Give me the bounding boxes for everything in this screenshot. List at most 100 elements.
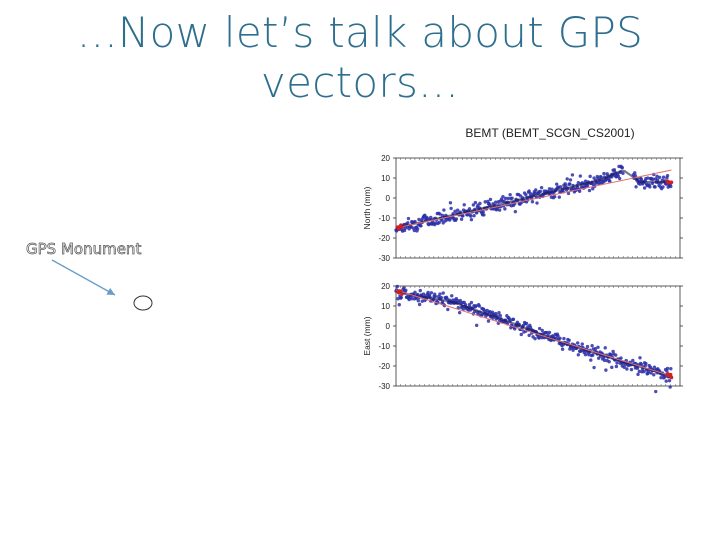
north-data-point [612, 168, 617, 172]
north-data-point [538, 189, 542, 194]
east-data-point [639, 362, 644, 367]
north-data-point [617, 176, 622, 181]
east-ytick-label: 10 [381, 302, 390, 311]
north-data-point [455, 208, 460, 212]
east-data-point [445, 297, 449, 301]
east-data-point [587, 352, 591, 357]
east-data-point [607, 359, 611, 364]
north-data-point [588, 174, 592, 179]
north-data-point [510, 196, 514, 200]
east-data-point [590, 343, 594, 348]
north-ytick-label: -30 [378, 254, 390, 263]
east-data-point [642, 369, 646, 374]
north-data-point [524, 193, 528, 197]
east-data-point [469, 300, 474, 305]
east-data-point [533, 336, 537, 341]
east-data-point [410, 297, 414, 301]
east-data-point [537, 336, 541, 340]
east-data-point [654, 389, 658, 394]
east-data-point [611, 349, 615, 354]
north-data-point [565, 177, 569, 181]
east-fit-line [395, 289, 672, 377]
east-data-point [417, 302, 422, 307]
east-data-point [631, 358, 635, 363]
east-data-point [397, 303, 401, 307]
east-data-point [579, 349, 583, 353]
north-data-point [638, 182, 642, 186]
north-data-point [656, 178, 660, 182]
east-data-point [395, 284, 400, 289]
north-data-point [578, 174, 583, 178]
north-data-point [642, 186, 647, 190]
east-data-point [665, 369, 669, 373]
north-start-point [400, 225, 404, 230]
north-data-point [406, 221, 410, 225]
east-data-point [416, 299, 421, 303]
north-data-point [474, 211, 479, 215]
east-data-point [498, 313, 502, 318]
east-data-point [450, 294, 454, 298]
east-data-point [537, 326, 542, 331]
east-data-point [583, 352, 588, 357]
north-data-point [568, 178, 573, 182]
east-data-point [592, 365, 596, 370]
east-data-point [576, 353, 581, 357]
east-data-point [602, 358, 607, 363]
north-data-point [481, 210, 485, 214]
north-data-point [488, 197, 493, 202]
east-data-point [644, 361, 648, 366]
east-data-point [527, 333, 531, 338]
east-data-point [477, 304, 481, 308]
east-start-point [400, 292, 404, 296]
north-data-point [478, 201, 482, 206]
east-data-point [439, 295, 443, 300]
east-data-point [589, 358, 593, 362]
north-end-point [669, 180, 674, 185]
north-ytick-label: 10 [381, 174, 390, 183]
east-data-point [558, 336, 562, 340]
east-data-point [547, 330, 552, 335]
north-data-point [419, 224, 423, 228]
east-data-point [446, 307, 450, 312]
north-data-point [442, 208, 446, 212]
east-data-point [420, 299, 424, 303]
east-data-point [629, 367, 634, 372]
north-data-point [568, 182, 572, 186]
north-panel-frame [395, 157, 681, 259]
east-ytick-label: -30 [378, 382, 390, 391]
north-data-point [406, 216, 411, 221]
north-ytick-label: -10 [378, 214, 390, 223]
gps-monument-label: GPS Monument [26, 240, 142, 259]
east-data-point [519, 332, 523, 337]
east-data-point [457, 310, 462, 315]
north-data-point [661, 185, 665, 189]
north-data-point [448, 218, 452, 222]
north-data-point [535, 201, 539, 205]
north-data-point [471, 203, 476, 207]
north-data-point [503, 207, 507, 211]
east-data-core [395, 290, 672, 378]
north-data-point [648, 185, 652, 189]
east-data-point [441, 291, 445, 295]
east-data-point [540, 328, 544, 333]
north-data-point [472, 214, 476, 218]
east-data-point [474, 323, 479, 328]
east-data-point [665, 366, 670, 371]
north-data-point [415, 227, 420, 231]
east-data-point [625, 367, 629, 371]
north-data-point [634, 185, 638, 189]
north-data-point [558, 185, 563, 189]
east-data-point [667, 378, 672, 383]
east-data-point [664, 379, 668, 383]
north-data-point [527, 189, 531, 193]
east-data-point [636, 372, 640, 377]
north-data-point [651, 177, 655, 181]
east-data-point [524, 321, 529, 326]
north-data-point [534, 188, 538, 192]
north-ytick-label: 20 [381, 154, 390, 163]
east-data-point [497, 311, 501, 315]
north-data-point [608, 179, 612, 184]
north-data-point [501, 194, 505, 199]
east-start-point [399, 289, 403, 293]
east-data-point [669, 367, 673, 371]
